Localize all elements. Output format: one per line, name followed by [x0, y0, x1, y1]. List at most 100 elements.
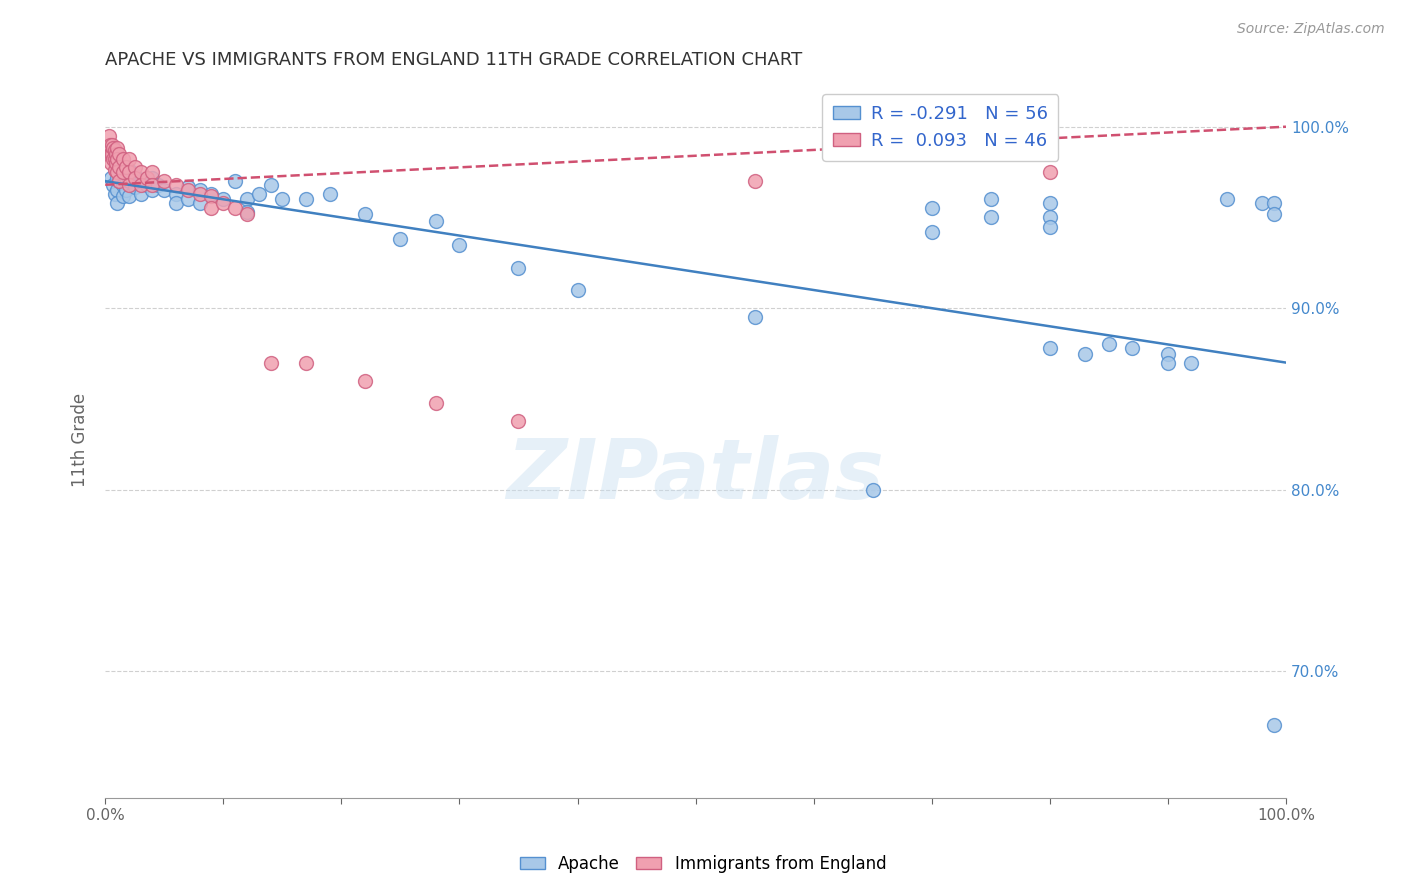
Point: [111, 153, 134, 167]
Point: [188, 195, 211, 210]
Point: [124, 169, 146, 183]
Point: [177, 192, 200, 206]
Point: [105, 170, 128, 185]
Point: [200, 202, 222, 216]
Point: [188, 183, 211, 197]
Point: [1039, 341, 1062, 355]
Point: [177, 179, 200, 194]
Point: [101, 137, 124, 152]
Point: [153, 183, 176, 197]
Point: [105, 165, 128, 179]
Point: [108, 174, 131, 188]
Point: [389, 232, 412, 246]
Point: [508, 261, 530, 276]
Point: [129, 178, 152, 192]
Point: [177, 183, 200, 197]
Point: [259, 355, 281, 369]
Point: [1121, 341, 1143, 355]
Point: [111, 178, 134, 192]
Point: [744, 310, 766, 325]
Point: [354, 374, 377, 388]
Point: [295, 192, 318, 206]
Point: [271, 192, 294, 206]
Point: [1039, 195, 1062, 210]
Point: [212, 195, 235, 210]
Point: [1039, 165, 1062, 179]
Point: [105, 183, 128, 197]
Point: [247, 186, 270, 201]
Point: [188, 186, 211, 201]
Point: [980, 211, 1002, 225]
Point: [108, 174, 131, 188]
Point: [1263, 195, 1285, 210]
Point: [118, 188, 141, 202]
Point: [101, 147, 124, 161]
Point: [1216, 192, 1239, 206]
Point: [141, 178, 163, 192]
Point: [212, 192, 235, 206]
Point: [104, 147, 127, 161]
Point: [115, 183, 138, 197]
Point: [567, 283, 589, 297]
Point: [105, 141, 128, 155]
Point: [425, 214, 447, 228]
Point: [165, 186, 187, 201]
Point: [108, 147, 131, 161]
Point: [259, 178, 281, 192]
Point: [100, 147, 122, 161]
Point: [103, 178, 125, 192]
Point: [105, 153, 128, 167]
Point: [236, 192, 259, 206]
Point: [108, 165, 131, 179]
Point: [862, 483, 884, 497]
Point: [111, 167, 134, 181]
Point: [295, 355, 318, 369]
Point: [236, 205, 259, 219]
Point: [1251, 195, 1274, 210]
Point: [124, 179, 146, 194]
Point: [115, 170, 138, 185]
Point: [508, 414, 530, 428]
Point: [921, 202, 943, 216]
Y-axis label: 11th Grade: 11th Grade: [72, 392, 89, 487]
Point: [165, 195, 187, 210]
Point: [1263, 718, 1285, 732]
Point: [135, 178, 157, 192]
Point: [104, 143, 127, 157]
Point: [100, 170, 122, 185]
Point: [318, 186, 340, 201]
Point: [103, 153, 125, 167]
Point: [1180, 355, 1202, 369]
Point: [115, 160, 138, 174]
Point: [425, 395, 447, 409]
Point: [141, 183, 163, 197]
Point: [1039, 211, 1062, 225]
Point: [224, 202, 246, 216]
Point: [236, 207, 259, 221]
Point: [104, 186, 127, 201]
Point: [744, 174, 766, 188]
Point: [135, 170, 157, 185]
Legend: Apache, Immigrants from England: Apache, Immigrants from England: [513, 848, 893, 880]
Point: [148, 178, 170, 192]
Point: [1157, 355, 1180, 369]
Point: [105, 195, 128, 210]
Point: [118, 178, 141, 192]
Point: [111, 188, 134, 202]
Point: [118, 153, 141, 167]
Point: [104, 163, 127, 178]
Point: [354, 207, 377, 221]
Point: [1074, 346, 1097, 360]
Point: [980, 192, 1002, 206]
Point: [118, 174, 141, 188]
Text: APACHE VS IMMIGRANTS FROM ENGLAND 11TH GRADE CORRELATION CHART: APACHE VS IMMIGRANTS FROM ENGLAND 11TH G…: [105, 51, 803, 69]
Text: Source: ZipAtlas.com: Source: ZipAtlas.com: [1237, 22, 1385, 37]
Point: [100, 156, 122, 170]
Point: [124, 160, 146, 174]
Point: [141, 165, 163, 179]
Point: [97, 128, 120, 143]
Point: [224, 174, 246, 188]
Point: [165, 178, 187, 192]
Legend: R = -0.291   N = 56, R =  0.093   N = 46: R = -0.291 N = 56, R = 0.093 N = 46: [823, 94, 1059, 161]
Point: [108, 160, 131, 174]
